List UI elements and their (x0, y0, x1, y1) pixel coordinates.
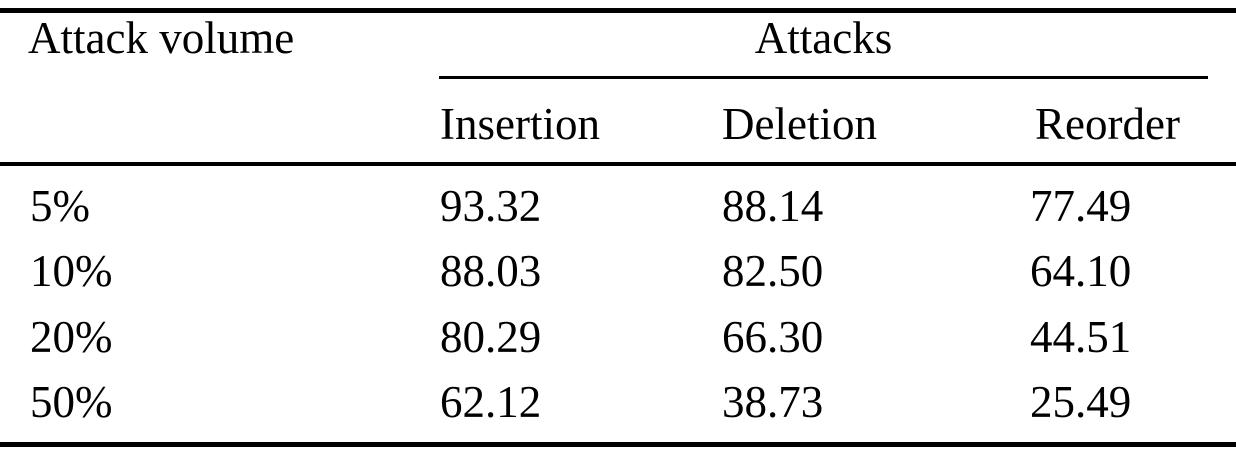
attacks-group-underline-rule (439, 76, 1208, 79)
row-label: 10% (30, 246, 113, 296)
row-label: 20% (30, 312, 113, 362)
column-header-insertion: Insertion (440, 99, 600, 149)
cell-value: 66.30 (722, 312, 824, 362)
cell-value: 62.12 (440, 377, 542, 427)
cell-value: 38.73 (722, 377, 824, 427)
column-header-reorder: Reorder (1035, 99, 1180, 149)
cell-value: 93.32 (440, 181, 542, 231)
cell-value: 82.50 (722, 246, 824, 296)
group-header-attacks: Attacks (754, 13, 893, 63)
table-bottom-rule (0, 442, 1236, 447)
row-label: 50% (30, 377, 113, 427)
cell-value: 80.29 (440, 312, 542, 362)
table-top-rule (0, 8, 1236, 13)
cell-value: 25.49 (1030, 377, 1132, 427)
cell-value: 44.51 (1030, 312, 1132, 362)
cell-value: 64.10 (1030, 246, 1132, 296)
column-header-deletion: Deletion (722, 99, 877, 149)
row-label: 5% (30, 181, 90, 231)
corner-header-attack-volume: Attack volume (28, 13, 295, 63)
cell-value: 88.14 (722, 181, 824, 231)
cell-value: 88.03 (440, 246, 542, 296)
header-body-separator-rule (0, 162, 1236, 166)
cell-value: 77.49 (1030, 181, 1132, 231)
